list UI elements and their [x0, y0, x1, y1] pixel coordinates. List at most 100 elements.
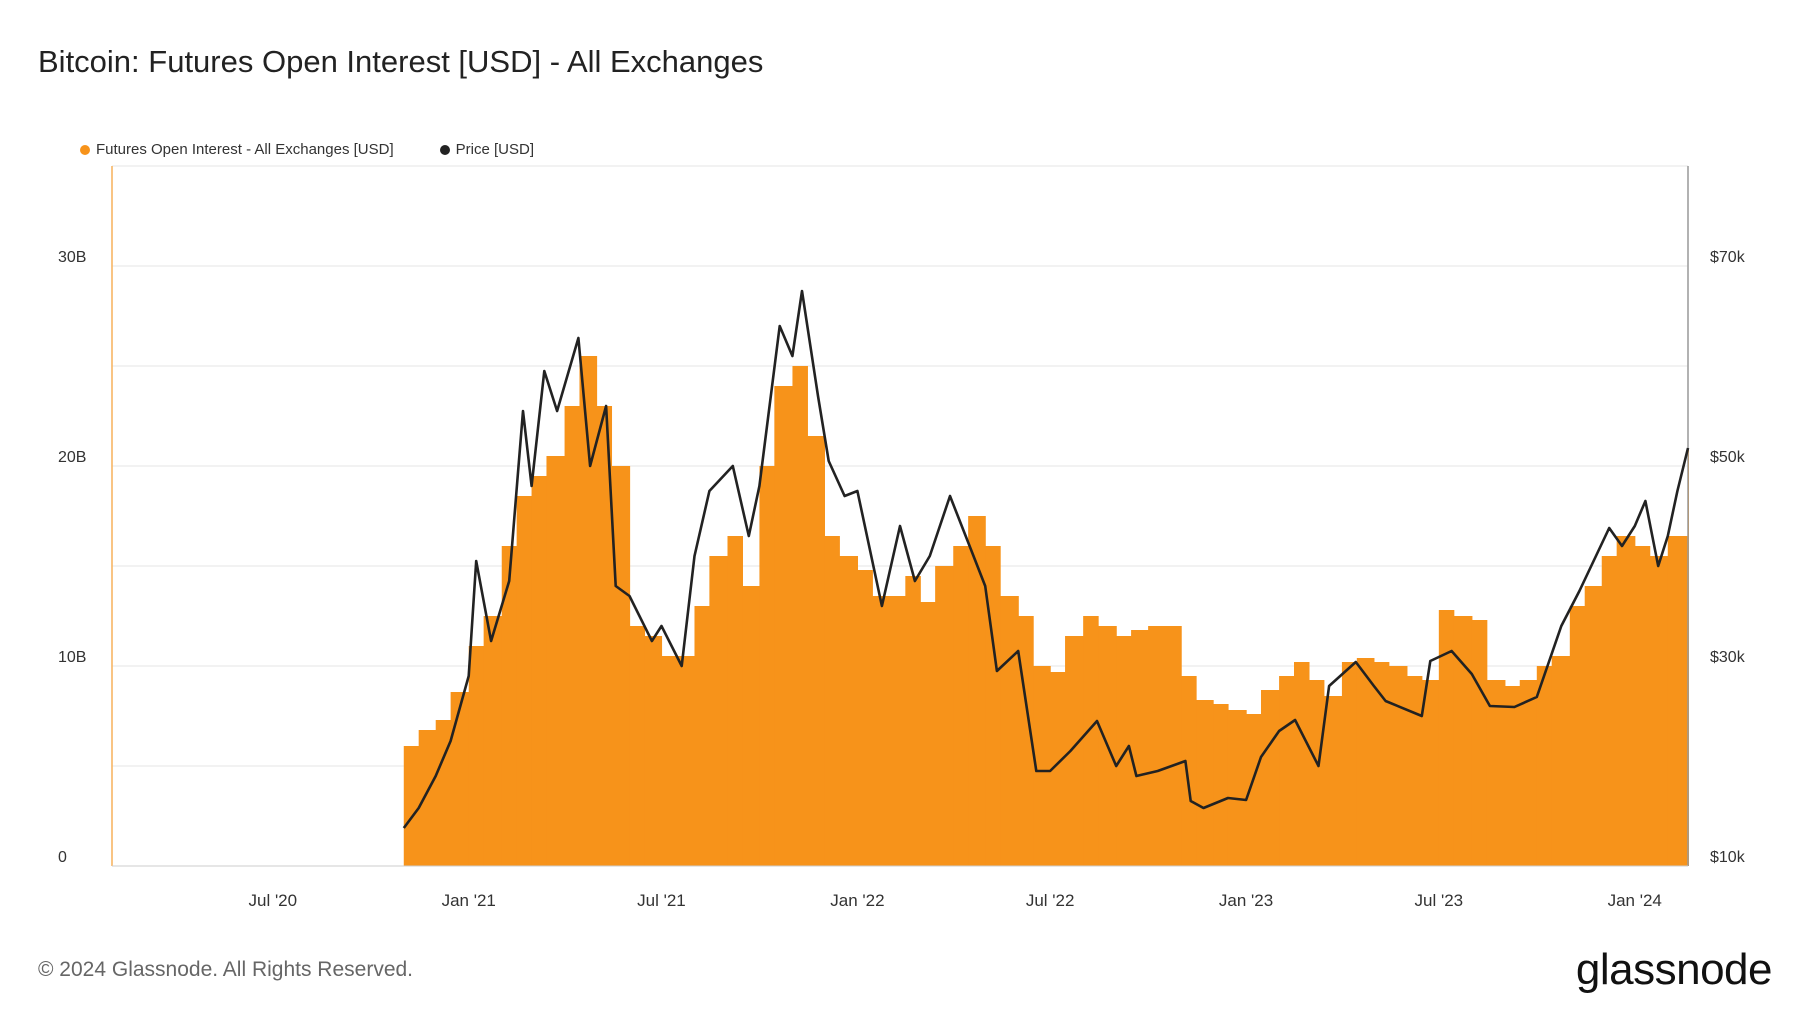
open-interest-bar [742, 586, 761, 866]
open-interest-bar [1536, 666, 1553, 866]
chart-axes [111, 166, 1689, 867]
y-right-tick-label: $70k [1710, 249, 1746, 266]
open-interest-bar [596, 406, 613, 866]
open-interest-bar [450, 692, 470, 866]
open-interest-bar [1181, 676, 1197, 866]
open-interest-bar [1373, 662, 1390, 866]
legend-dot-open-interest [80, 144, 90, 155]
y-right-tick-label: $30k [1710, 649, 1746, 666]
open-interest-bar [1000, 596, 1019, 866]
open-interest-bar [792, 366, 808, 866]
price-line-layer [402, 289, 1690, 829]
x-tick-label: Jul '21 [637, 891, 686, 910]
open-interest-bar [1616, 536, 1636, 866]
glassnode-logo: glassnode [1575, 945, 1773, 994]
open-interest-bar [629, 626, 646, 866]
open-interest-bar [611, 466, 631, 866]
open-interest-bar [546, 456, 566, 866]
open-interest-bar [968, 516, 986, 866]
x-tick-label: Jul '22 [1026, 891, 1075, 910]
open-interest-bar [1260, 690, 1280, 866]
open-interest-bar [1569, 606, 1586, 866]
open-interest-bar [727, 536, 743, 866]
open-interest-bar [890, 596, 906, 866]
open-interest-bar [1438, 610, 1455, 866]
open-interest-bar [1406, 676, 1423, 866]
open-interest-bar [807, 436, 825, 866]
open-interest-bar [516, 496, 533, 866]
y-left-tick-label: 20B [58, 449, 86, 466]
y-right-tick-label: $10k [1710, 849, 1746, 866]
open-interest-bar [1486, 680, 1506, 866]
open-interest-bar [418, 730, 437, 866]
open-interest-bar [1356, 658, 1375, 866]
open-interest-bar [1148, 626, 1164, 866]
y-left-tick-label: 30B [58, 249, 86, 266]
open-interest-bar [564, 406, 581, 866]
open-interest-bar [694, 606, 710, 866]
y-left-tick-label: 10B [58, 649, 86, 666]
x-tick-label: Jan '24 [1608, 891, 1662, 910]
open-interest-bar [1504, 686, 1521, 866]
open-interest-bar [1227, 710, 1247, 866]
open-interest-bar [1033, 666, 1051, 866]
open-interest-bar [709, 556, 729, 866]
open-interest-bar [1471, 620, 1488, 866]
open-interest-bar [1388, 666, 1408, 866]
open-interest-bar [1065, 636, 1084, 866]
open-interest-bar [1323, 696, 1343, 866]
open-interest-bar [579, 356, 598, 866]
chart-title: Bitcoin: Futures Open Interest [USD] - A… [38, 44, 764, 79]
open-interest-bar [531, 476, 548, 866]
open-interest-bar [435, 720, 452, 866]
open-interest-bar [1421, 680, 1440, 866]
open-interest-bar [1246, 714, 1262, 866]
tick-labels: 0 10B 20B 30B $10k $30k $50k $70k Jul '20 Jan '21… [58, 249, 1746, 910]
legend-item-open-interest[interactable]: Futures Open Interest - All Exchanges [U… [80, 141, 394, 158]
legend-item-price[interactable]: Price [USD] [439, 141, 534, 158]
open-interest-bar [872, 596, 892, 866]
open-interest-bar [824, 536, 840, 866]
open-interest-bar [1649, 556, 1669, 866]
open-interest-bar [857, 570, 873, 866]
open-interest-bar [1163, 626, 1182, 866]
open-interest-bar [644, 636, 663, 866]
open-interest-bar [905, 576, 921, 866]
open-interest-bar [1116, 636, 1132, 866]
open-interest-bar [483, 616, 503, 866]
open-interest-bar [1050, 672, 1066, 866]
open-interest-bar [403, 746, 420, 866]
open-interest-bar [676, 656, 696, 866]
legend-dot-price [439, 144, 450, 155]
open-interest-bar [1279, 676, 1295, 866]
legend-label-price: Price [USD] [455, 141, 534, 158]
price-line [402, 289, 1690, 829]
open-interest-bar [759, 466, 775, 866]
open-interest-bar [1213, 704, 1229, 866]
y-right-tick-label: $50k [1710, 449, 1746, 466]
x-tick-label: Jan '22 [830, 891, 884, 910]
legend-label-open-interest: Futures Open Interest - All Exchanges [U… [96, 141, 394, 158]
open-interest-bar [1584, 586, 1603, 866]
x-tick-label: Jan '23 [1219, 891, 1273, 910]
open-interest-bar [1083, 616, 1099, 866]
x-tick-label: Jul '20 [248, 891, 297, 910]
y-left-tick-label: 0 [58, 849, 67, 866]
open-interest-bar [1519, 680, 1538, 866]
open-interest-bar [1667, 536, 1689, 866]
open-interest-bars [403, 356, 1689, 866]
open-interest-bar [920, 602, 936, 866]
open-interest-bar [1131, 630, 1149, 866]
open-interest-bar [935, 566, 954, 866]
open-interest-bar [1601, 556, 1618, 866]
open-interest-bar [1341, 662, 1358, 866]
x-tick-label: Jan '21 [442, 891, 496, 910]
open-interest-bar [501, 546, 518, 866]
open-interest-bar [839, 556, 859, 866]
x-tick-label: Jul '23 [1415, 891, 1464, 910]
open-interest-bar [661, 656, 677, 866]
open-interest-bar [1294, 662, 1310, 866]
chart-legend: Futures Open Interest - All Exchanges [U… [80, 141, 534, 158]
open-interest-bar [953, 546, 969, 866]
